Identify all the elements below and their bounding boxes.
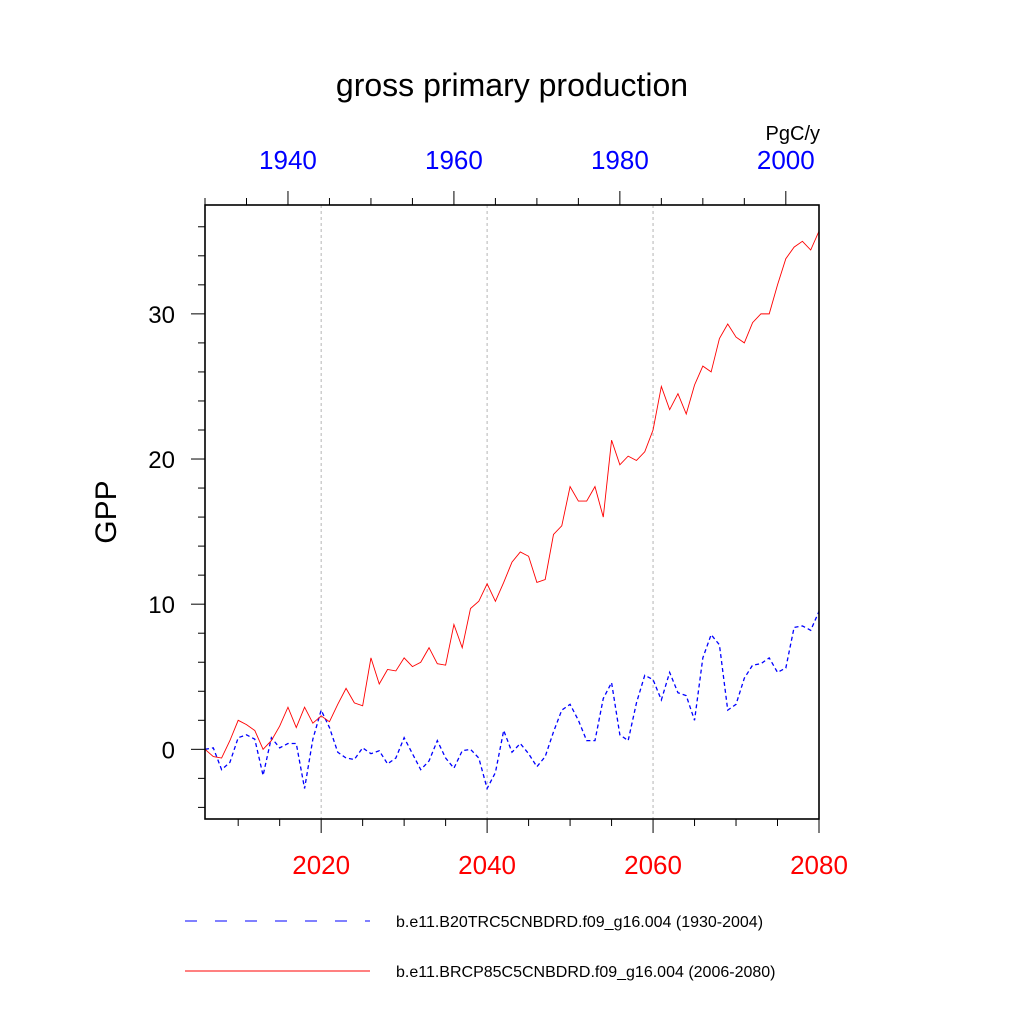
series-line-historical [205, 611, 819, 791]
bottom-axis-tick-label: 2080 [790, 850, 848, 880]
top-axis-tick-label: 1960 [425, 145, 483, 175]
top-axis-tick-label: 1980 [591, 145, 649, 175]
y-tick-label: 20 [148, 447, 175, 474]
axes: 0 10 20 30 1940 1960 1980 2000 2020 2040 2060 2080 [148, 145, 848, 880]
legend-label-historical: b.e11.B20TRC5CNBDRD.f09_g16.004 (1930-20… [396, 914, 763, 931]
series-layer [205, 230, 819, 791]
y-tick-label: 0 [162, 737, 175, 764]
y-tick-label: 30 [148, 302, 175, 329]
series-line-rcp85 [205, 230, 819, 759]
y-tick-label: 10 [148, 592, 175, 619]
bottom-axis-tick-label: 2060 [624, 850, 682, 880]
top-axis-tick-label: 1940 [259, 145, 317, 175]
top-axis-tick-label: 2000 [757, 145, 815, 175]
bottom-axis-tick-label: 2040 [458, 850, 516, 880]
legend-label-rcp85: b.e11.BRCP85C5CNBDRD.f09_g16.004 (2006-2… [396, 964, 775, 981]
legend: b.e11.B20TRC5CNBDRD.f09_g16.004 (1930-20… [185, 914, 775, 981]
plot-frame [204, 204, 820, 820]
grid-lines [320, 205, 654, 819]
y-axis-label: GPP [90, 480, 123, 543]
chart-title: gross primary production [336, 67, 688, 103]
bottom-axis-tick-label: 2020 [292, 850, 350, 880]
units-label: PgC/y [766, 123, 820, 145]
